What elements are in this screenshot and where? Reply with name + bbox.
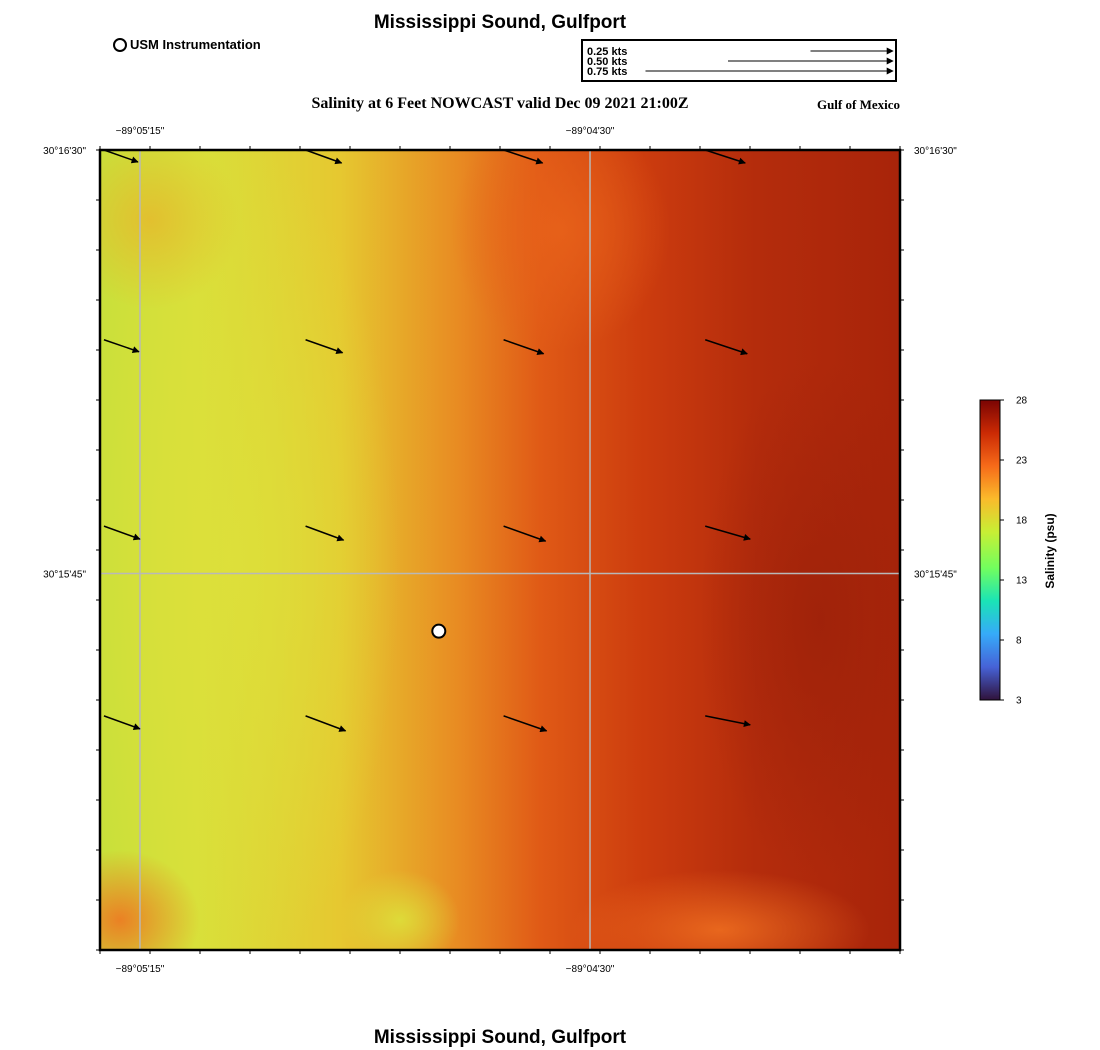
current-arrow (705, 525, 751, 541)
colorbar-title: Salinity (psu) (1043, 513, 1057, 589)
vector-legend-arrows (645, 47, 894, 75)
current-arrow (305, 525, 345, 542)
colorbar-tick-label: 18 (1016, 516, 1028, 527)
lat-label-right: 30°15'45" (914, 570, 957, 581)
current-arrow (103, 339, 140, 354)
vector-legend-label: 0.25 kts (587, 46, 628, 58)
current-arrow (503, 149, 544, 165)
current-arrow (503, 339, 545, 355)
lat-label-right: 30°16'30" (914, 146, 957, 157)
current-arrow (305, 715, 347, 732)
station-legend-label: USM Instrumentation (130, 37, 261, 52)
colorbar-tick-label: 23 (1016, 456, 1028, 467)
colorbar-tick-label: 8 (1016, 636, 1022, 647)
coordinate-labels: −89°05'15" −89°05'15" −89°04'30" −89°04'30"… (43, 126, 957, 975)
lon-label-top: −89°05'15" (116, 126, 165, 137)
colorbar: 28 23 18 13 8 3 (979, 396, 1028, 707)
current-arrow (305, 339, 344, 354)
lon-label-top: −89°04'30" (566, 126, 615, 137)
lat-label-left: 30°15'45" (43, 570, 86, 581)
current-arrow (503, 525, 547, 543)
lat-label-left: 30°16'30" (43, 146, 86, 157)
vector-legend-label: 0.75 kts (587, 66, 628, 78)
current-arrow (704, 339, 748, 356)
lon-label-bottom: −89°04'30" (566, 964, 615, 975)
map-ticks (96, 146, 904, 954)
map-title: Mississippi Sound, Gulfport (373, 12, 627, 33)
current-arrow (503, 715, 548, 733)
station-legend: USM Instrumentation (113, 37, 261, 52)
vector-legend-label: 0.50 kts (587, 56, 628, 68)
current-arrow (704, 149, 746, 165)
lon-label-bottom: −89°05'15" (116, 964, 165, 975)
current-arrow (305, 149, 343, 165)
vector-legend: 0.25 kts 0.50 kts 0.75 kts (581, 39, 897, 82)
station-marker[interactable] (431, 623, 447, 639)
current-arrow (103, 715, 141, 731)
current-arrow (103, 149, 139, 164)
current-arrow (103, 525, 141, 541)
map-subtitle: Salinity at 6 Feet NOWCAST valid Dec 09 … (311, 95, 689, 112)
station-marker-icon (113, 37, 127, 52)
colorbar-tick-label: 13 (1016, 576, 1028, 587)
current-arrow (705, 715, 751, 728)
colorbar-tick-label: 3 (1016, 696, 1022, 707)
station-layer (431, 623, 447, 639)
current-vectors (103, 149, 751, 733)
region-label: Gulf of Mexico (816, 97, 900, 112)
map-footer-title: Mississippi Sound, Gulfport (373, 1027, 627, 1048)
colorbar-tick-label: 28 (1016, 396, 1028, 407)
salinity-field (100, 150, 900, 950)
